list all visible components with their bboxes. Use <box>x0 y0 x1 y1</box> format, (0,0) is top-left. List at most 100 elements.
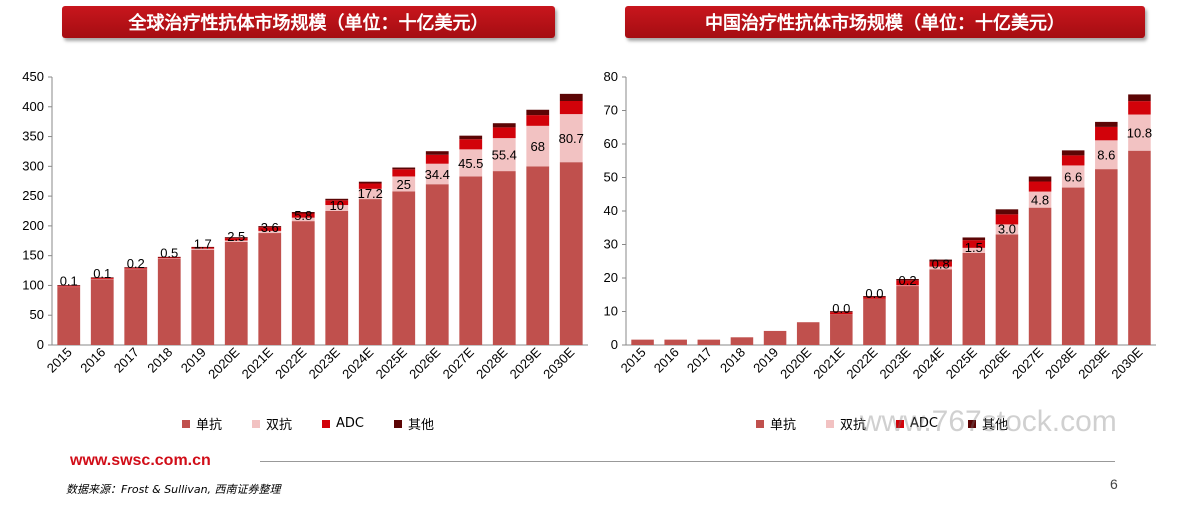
legend-swatch <box>322 419 331 428</box>
bar-segment-其他 <box>995 209 1019 215</box>
legend-label: 单抗 <box>196 418 223 433</box>
x-tick-label: 2022E <box>843 344 880 381</box>
bar-segment-单抗 <box>929 269 952 345</box>
data-label: 10 <box>330 198 344 213</box>
bar-segment-双抗 <box>325 205 349 211</box>
data-label: 1.5 <box>965 240 983 255</box>
bar-segment-双抗 <box>224 240 248 242</box>
bar-segment-双抗 <box>962 247 986 253</box>
y-tick-label: 400 <box>22 99 44 114</box>
data-label: 0.0 <box>865 286 883 301</box>
bar-segment-单抗 <box>358 199 382 345</box>
bar-segment-其他 <box>1095 121 1118 127</box>
bar-segment-ADC <box>830 312 853 315</box>
x-tick-label: 2028E <box>473 344 510 381</box>
bar-segment-双抗 <box>191 248 215 250</box>
data-label: 68 <box>531 139 545 154</box>
y-tick-label: 450 <box>22 69 44 84</box>
x-tick-label: 2020E <box>777 344 814 381</box>
data-label: 17.2 <box>358 186 383 201</box>
left-chart-legend: 单抗 双抗 ADC 其他 <box>182 414 434 433</box>
bar-segment-单抗 <box>526 166 550 345</box>
bar-segment-双抗 <box>392 176 416 192</box>
bar-segment-单抗 <box>191 249 215 345</box>
x-tick-label: 2025E <box>373 344 410 381</box>
bar-segment-双抗 <box>258 230 282 234</box>
bar-segment-双抗 <box>1028 191 1052 208</box>
bar-segment-双抗 <box>124 268 148 270</box>
bar-segment-其他 <box>90 277 114 278</box>
bar-segment-其他 <box>325 198 349 201</box>
x-tick-label: 2025E <box>943 344 980 381</box>
bar-segment-其他 <box>191 246 215 248</box>
bar-segment-其他 <box>526 109 550 116</box>
x-tick-label: 2028E <box>1042 344 1079 381</box>
bar-segment-单抗 <box>291 221 315 345</box>
website-link[interactable]: www.swsc.com.cn <box>70 452 211 469</box>
bar-segment-单抗 <box>697 339 721 345</box>
bar-segment-双抗 <box>1061 165 1085 188</box>
x-tick-label: 2024E <box>910 344 947 381</box>
x-tick-label: 2020E <box>205 344 242 381</box>
data-label: 0.2 <box>127 256 145 271</box>
bar-segment-其他 <box>1028 176 1052 182</box>
data-label: 0.1 <box>93 266 111 281</box>
bar-segment-双抗 <box>90 278 114 280</box>
y-tick-label: 80 <box>604 69 618 84</box>
bar-segment-单抗 <box>559 162 583 345</box>
bar-segment-ADC <box>392 169 416 177</box>
y-tick-label: 50 <box>604 170 618 185</box>
bar-segment-ADC <box>995 214 1019 225</box>
bar-segment-单抗 <box>1095 169 1118 345</box>
legend-swatch <box>896 419 905 428</box>
legend-item: 单抗 <box>756 414 796 433</box>
bar-segment-ADC <box>90 277 114 279</box>
bar-segment-ADC <box>224 238 248 241</box>
x-tick-label: 2015 <box>44 345 75 376</box>
bar-segment-ADC <box>962 240 986 248</box>
bar-segment-其他 <box>559 93 583 102</box>
bar-segment-单抗 <box>1128 150 1151 345</box>
global-antibody-market-chart: 0 50 100 150 200 250 300 350 400 450 0.1 2015 0.1 201… <box>22 69 588 382</box>
data-label: 25 <box>397 177 411 192</box>
x-tick-label: 2023E <box>306 344 343 381</box>
y-tick-label: 30 <box>604 237 618 252</box>
bar-segment-其他 <box>1061 150 1085 156</box>
bar-segment-单抗 <box>730 337 754 345</box>
data-label: 5.8 <box>294 208 312 223</box>
bar-segment-单抗 <box>962 252 986 345</box>
data-label: 55.4 <box>492 148 517 163</box>
bar-segment-双抗 <box>291 217 315 222</box>
legend-swatch <box>968 419 977 428</box>
bar-segment-其他 <box>425 151 449 155</box>
x-tick-label: 2017 <box>111 345 142 376</box>
y-tick-label: 300 <box>22 158 44 173</box>
bar-segment-ADC <box>425 154 449 164</box>
bar-segment-ADC <box>291 213 315 218</box>
x-tick-label: 2026E <box>976 344 1013 381</box>
bar-segment-双抗 <box>995 224 1019 235</box>
x-tick-label: 2027E <box>440 344 477 381</box>
x-tick-label: 2027E <box>1009 344 1046 381</box>
bar-segment-单抗 <box>392 191 416 345</box>
bar-segment-单抗 <box>830 314 853 345</box>
data-label: 0.0 <box>832 301 850 316</box>
data-label: 4.8 <box>1031 193 1049 208</box>
legend-label: 其他 <box>408 418 435 433</box>
data-label: 3.0 <box>998 221 1016 236</box>
bar-segment-其他 <box>258 226 282 228</box>
bar-segment-双抗 <box>929 266 952 270</box>
bar-segment-ADC <box>1095 126 1118 141</box>
y-tick-label: 250 <box>22 188 44 203</box>
bar-segment-双抗 <box>896 285 919 287</box>
legend-label: 单抗 <box>770 418 797 433</box>
y-tick-label: 100 <box>22 277 44 292</box>
legend-swatch <box>756 419 764 428</box>
bar-segment-ADC <box>157 257 181 259</box>
left-chart-title: 全球治疗性抗体市场规模（单位：十亿美元） <box>128 13 489 34</box>
bar-segment-双抗 <box>358 188 382 200</box>
x-tick-label: 2021E <box>810 344 847 381</box>
y-tick-label: 200 <box>22 218 44 233</box>
right-chart-title-banner: 中国治疗性抗体市场规模（单位：十亿美元） <box>625 6 1145 38</box>
data-label: 45.5 <box>458 156 483 171</box>
